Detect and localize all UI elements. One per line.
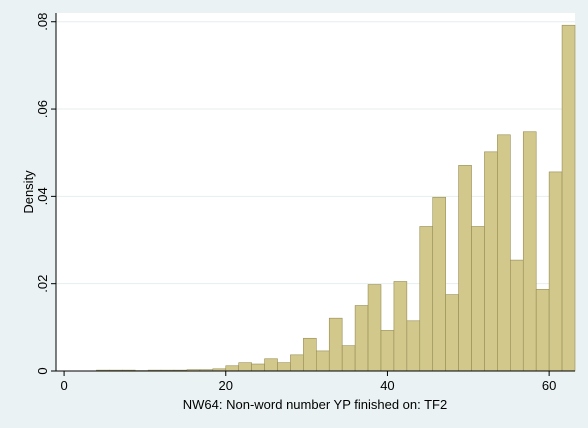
histogram-bar bbox=[561, 24, 576, 372]
histogram-bar bbox=[419, 226, 434, 372]
histogram-bar bbox=[458, 165, 472, 372]
histogram-bar bbox=[522, 131, 537, 372]
histogram-bar bbox=[328, 317, 343, 372]
histogram-bar bbox=[510, 259, 524, 372]
y-tick-label: .02 bbox=[35, 275, 50, 293]
x-ticks: 0 20 40 60 bbox=[60, 371, 556, 393]
y-axis-label: Density bbox=[21, 170, 36, 214]
histogram-bar bbox=[380, 330, 395, 372]
axes bbox=[55, 13, 575, 372]
x-axis-label: NW64: Non-word number YP finished on: TF… bbox=[183, 397, 447, 412]
y-tick-label: .04 bbox=[35, 187, 50, 205]
histogram-bar bbox=[303, 337, 317, 372]
histogram-bar bbox=[341, 345, 356, 372]
histogram-bar bbox=[225, 365, 240, 372]
histogram-bar bbox=[367, 284, 382, 372]
histogram-bar bbox=[497, 134, 511, 372]
y-tick-label: .06 bbox=[35, 100, 50, 118]
histogram-bar bbox=[393, 281, 408, 372]
histogram-bar bbox=[406, 320, 421, 372]
histogram-bar bbox=[251, 363, 265, 372]
x-tick-label: 20 bbox=[219, 378, 233, 393]
y-tick-label: 0 bbox=[35, 367, 50, 374]
histogram-bar bbox=[432, 196, 446, 372]
x-tick-label: 0 bbox=[60, 378, 67, 393]
histogram-bar bbox=[354, 305, 369, 372]
histogram-bar bbox=[471, 226, 485, 372]
histogram-bar bbox=[238, 362, 252, 372]
x-tick-label: 40 bbox=[380, 378, 394, 393]
histogram-bars bbox=[96, 24, 576, 372]
histogram-bar bbox=[290, 354, 304, 372]
histogram-bar bbox=[264, 358, 278, 372]
x-tick-label: 60 bbox=[542, 378, 556, 393]
histogram-bar bbox=[277, 362, 291, 372]
y-ticks: 0 .02 .04 .06 .08 bbox=[35, 13, 56, 375]
histogram-bar bbox=[535, 289, 550, 372]
y-tick-label: .08 bbox=[35, 13, 50, 31]
histogram-bar bbox=[548, 171, 563, 372]
histogram-bar bbox=[316, 350, 330, 372]
histogram-bar bbox=[445, 294, 459, 372]
histogram-bar bbox=[484, 151, 498, 372]
